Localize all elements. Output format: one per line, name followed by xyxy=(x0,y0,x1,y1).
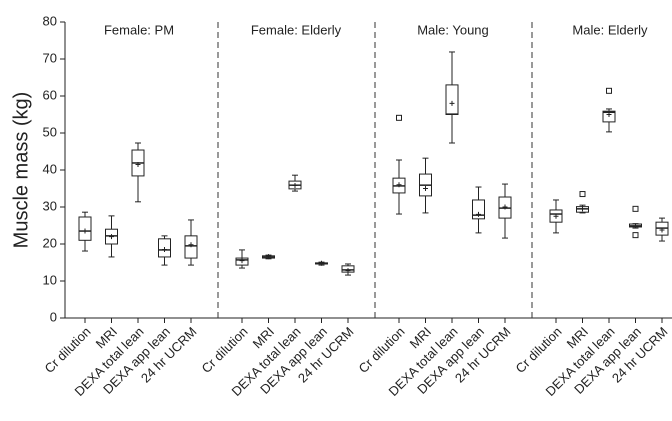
x-tick-label: Cr dilution xyxy=(356,324,408,376)
mean-marker xyxy=(319,260,324,266)
outlier xyxy=(579,191,586,198)
box xyxy=(445,84,459,116)
y-tick-label: 40 xyxy=(43,161,57,176)
y-tick-label: 80 xyxy=(43,13,57,28)
mean-marker xyxy=(82,228,88,234)
y-tick-label: 0 xyxy=(50,309,57,324)
x-tick-label: Cr dilution xyxy=(513,324,565,376)
y-axis-label: Muscle mass (kg) xyxy=(10,92,32,249)
mean-marker xyxy=(476,211,481,217)
mean-marker xyxy=(345,268,351,274)
mean-marker xyxy=(162,247,167,253)
panel-title: Male: Young xyxy=(417,22,489,37)
mean-marker xyxy=(423,186,428,191)
mean-marker xyxy=(633,223,638,229)
outlier xyxy=(396,114,402,121)
mean-marker xyxy=(659,227,665,233)
mean-marker xyxy=(292,183,298,189)
y-tick-label: 50 xyxy=(43,124,57,139)
y-tick-label: 60 xyxy=(43,87,57,102)
outlier xyxy=(632,205,639,212)
outlier xyxy=(632,232,639,239)
mean-marker xyxy=(109,234,114,240)
x-tick-label: Cr dilution xyxy=(199,324,251,376)
y-tick-label: 30 xyxy=(43,198,57,213)
mean-marker xyxy=(239,258,245,264)
mean-marker xyxy=(606,112,612,117)
mean-marker xyxy=(396,182,402,188)
panel-title: Female: Elderly xyxy=(251,22,342,37)
mean-marker xyxy=(266,254,271,260)
panel-title: Male: Elderly xyxy=(572,22,648,37)
mean-marker xyxy=(580,206,585,212)
panel-title: Female: PM xyxy=(104,22,174,37)
outlier xyxy=(606,87,612,94)
mean-marker xyxy=(553,213,559,219)
y-tick-label: 70 xyxy=(43,50,57,65)
mean-marker xyxy=(502,204,508,210)
x-tick-label: Cr dilution xyxy=(42,324,94,376)
y-tick-label: 20 xyxy=(43,235,57,250)
mean-marker xyxy=(135,161,141,167)
mean-marker xyxy=(449,100,455,106)
mean-marker xyxy=(188,242,194,248)
box xyxy=(472,199,485,220)
y-tick-label: 10 xyxy=(43,272,57,287)
